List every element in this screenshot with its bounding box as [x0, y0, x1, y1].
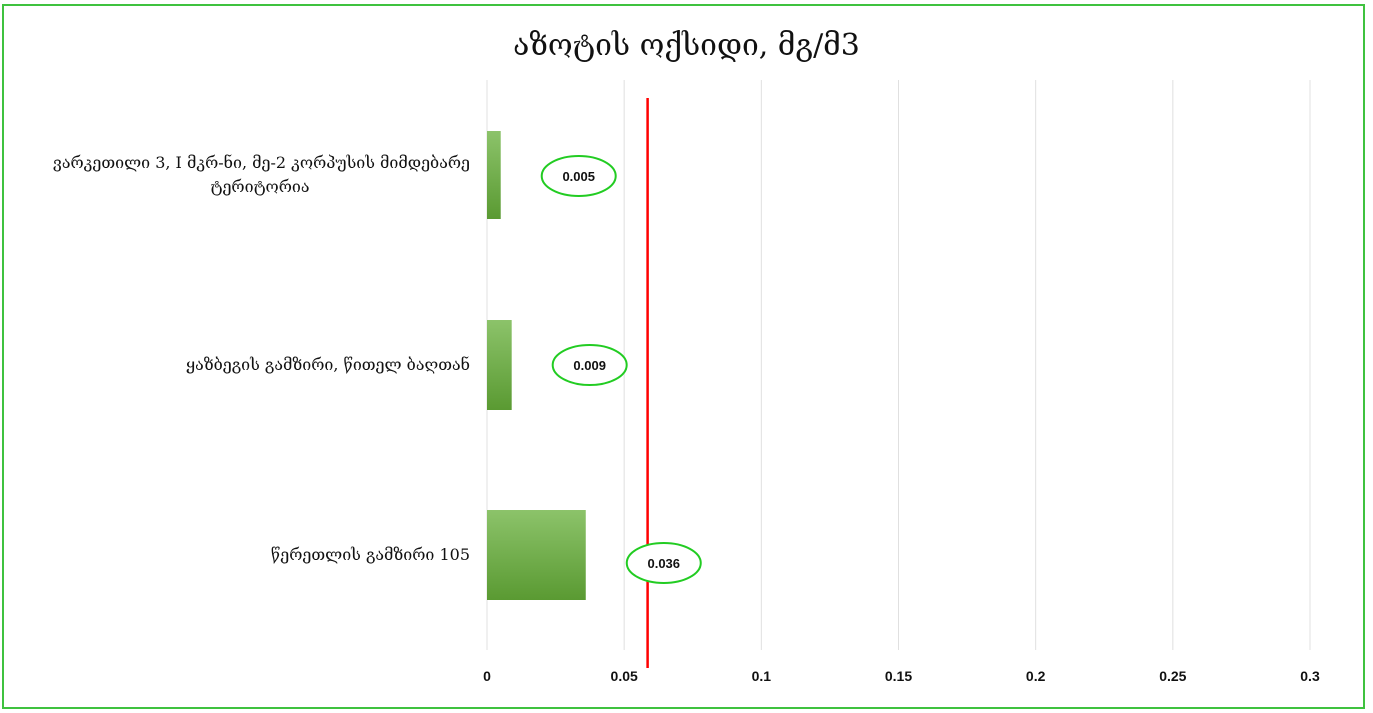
x-tick-label: 0.15	[885, 668, 912, 684]
chart-title: აზოტის ოქსიდი, მგ/მ3	[513, 28, 860, 63]
category-label: ვარკეთილი 3, I მკრ-ნი, მე-2 კორპუსის მიმ…	[53, 153, 470, 172]
category-label: წერეთლის გამზირი 105	[271, 545, 470, 564]
x-tick-label: 0.1	[752, 668, 772, 684]
data-label: 0.009	[573, 358, 606, 373]
chart-frame	[2, 4, 1365, 709]
x-tick-label: 0.25	[1159, 668, 1186, 684]
data-label: 0.036	[647, 556, 680, 571]
x-tick-label: 0	[483, 668, 491, 684]
x-tick-label: 0.05	[611, 668, 638, 684]
data-label: 0.005	[562, 169, 595, 184]
x-tick-label: 0.3	[1300, 668, 1320, 684]
bar	[487, 320, 512, 410]
x-tick-label: 0.2	[1026, 668, 1046, 684]
category-label: ტერიტორია	[210, 177, 309, 196]
category-label: ყაზბეგის გამზირი, წითელ ბაღთან	[186, 355, 470, 374]
bar	[487, 510, 586, 600]
data-label-ellipse	[540, 155, 617, 197]
bar	[487, 131, 501, 219]
data-label-ellipse	[551, 344, 628, 386]
data-label-ellipse	[625, 542, 702, 584]
